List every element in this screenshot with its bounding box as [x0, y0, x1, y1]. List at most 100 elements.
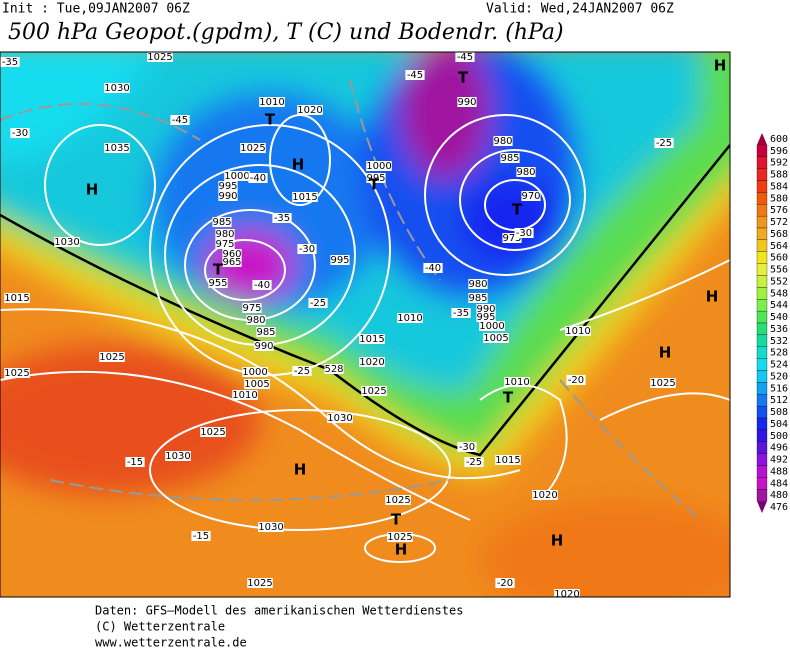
label-bg: [451, 308, 471, 318]
label-bg: [479, 321, 505, 331]
label-bg: [359, 357, 385, 367]
isoline-label: 965: [222, 257, 241, 268]
label-bg: [0, 57, 20, 67]
isoline-label: 1010: [232, 390, 257, 401]
colorbar-cell: [756, 180, 768, 193]
isoline-label: -40: [254, 280, 270, 291]
isoline-label: 980: [493, 136, 512, 147]
colorbar-cell: [756, 275, 768, 288]
colorbar-label: 504: [770, 419, 788, 430]
isoline-label: -25: [466, 457, 482, 468]
isoline-label: 1025: [385, 495, 410, 506]
isoline-label: 1025: [247, 578, 272, 589]
colorbar-cell: [756, 346, 768, 359]
map-frame: [0, 51, 731, 598]
label-bg: [200, 427, 226, 437]
isoline-label: 955: [208, 278, 227, 289]
isoline-label: 985: [256, 327, 275, 338]
isoline-label: 975: [242, 303, 261, 314]
colorbar-cell: [756, 239, 768, 252]
label-bg: [240, 143, 266, 153]
label-bg: [246, 315, 266, 325]
label-bg: [256, 327, 276, 337]
label-bg: [222, 249, 242, 259]
colorbar-label: 576: [770, 205, 788, 216]
isoline-label: 985: [468, 293, 487, 304]
isoline-label: 1010: [259, 97, 284, 108]
label-bg: [516, 167, 536, 177]
isoline-label: 1030: [258, 522, 283, 533]
label-bg: [457, 97, 477, 107]
colorbar-label: 500: [770, 431, 788, 442]
footer-url: www.wetterzentrale.de: [95, 636, 247, 648]
isoline-label: 975: [502, 233, 521, 244]
label-bg: [423, 263, 443, 273]
pressure-center: H: [86, 181, 99, 199]
isoline-label: 1020: [554, 589, 579, 600]
isoline-label: 1030: [327, 413, 352, 424]
label-bg: [292, 192, 318, 202]
colorbar-label: 532: [770, 336, 788, 347]
colorbar-cell: [756, 144, 768, 157]
label-bg: [272, 213, 292, 223]
isoline-label: 1015: [495, 455, 520, 466]
isoline-label: 990: [476, 304, 495, 315]
isoline-label: 1030: [165, 451, 190, 462]
footer-copyright: (C) Wetterzentrale: [95, 620, 225, 634]
isoline-label: 1025: [200, 427, 225, 438]
colorbar-cell: [756, 382, 768, 395]
label-bg: [650, 378, 676, 388]
isoline-label: 1025: [99, 352, 124, 363]
pressure-center: H: [292, 156, 305, 174]
label-bg: [297, 105, 323, 115]
label-bg: [104, 83, 130, 93]
isoline-label: 1015: [4, 293, 29, 304]
colorbar-cell: [756, 299, 768, 312]
pressure-center: H: [659, 344, 672, 362]
colorbar-label: 544: [770, 300, 788, 311]
label-bg: [464, 457, 484, 467]
map: 102510301035H-35-30-4510101020TH10251000…: [0, 52, 730, 600]
colorbar-cell: [756, 168, 768, 181]
label-bg: [514, 228, 534, 238]
colorbar-cell: [756, 287, 768, 300]
isoline-label: 980: [516, 167, 535, 178]
isoline-label: 970: [521, 191, 540, 202]
label-bg: [170, 115, 190, 125]
colorbar-cell: [756, 263, 768, 276]
colorbar-cell: [756, 405, 768, 419]
label-bg: [254, 341, 274, 351]
label-bg: [476, 304, 496, 314]
label-bg: [455, 52, 475, 62]
label-bg: [565, 326, 591, 336]
pressure-center: H: [714, 57, 727, 75]
label-bg: [397, 313, 423, 323]
pressure-center: T: [213, 261, 224, 279]
colorbar-cell: [756, 310, 768, 324]
isoline-label: 980: [246, 315, 265, 326]
isoline-label: 528: [324, 364, 343, 375]
isoline-label: 1020: [532, 490, 557, 501]
isoline-label: 1025: [387, 532, 412, 543]
isoline-label: 980: [215, 229, 234, 240]
label-bg: [385, 495, 411, 505]
isoline-label: -30: [459, 442, 475, 453]
pressure-center: T: [503, 389, 514, 407]
label-bg: [476, 312, 496, 322]
colorbar-label: 600: [770, 134, 788, 145]
colorbar-label: 592: [770, 158, 788, 169]
label-bg: [259, 97, 285, 107]
colorbar-label: 596: [770, 146, 788, 157]
isoline-label: 1025: [4, 368, 29, 379]
label-bg: [242, 367, 268, 377]
colorbar-label: 560: [770, 253, 788, 264]
label-bg: [222, 257, 242, 267]
isoline-label: 1015: [359, 334, 384, 345]
pressure-center: T: [512, 201, 523, 219]
isoline-label: 985: [212, 217, 231, 228]
colorbar-cell: [756, 227, 768, 241]
isoline-label: -30: [516, 228, 532, 239]
isoline-label: -15: [193, 531, 209, 542]
pressure-center: T: [369, 176, 380, 194]
isoline-label: 1000: [366, 161, 391, 172]
